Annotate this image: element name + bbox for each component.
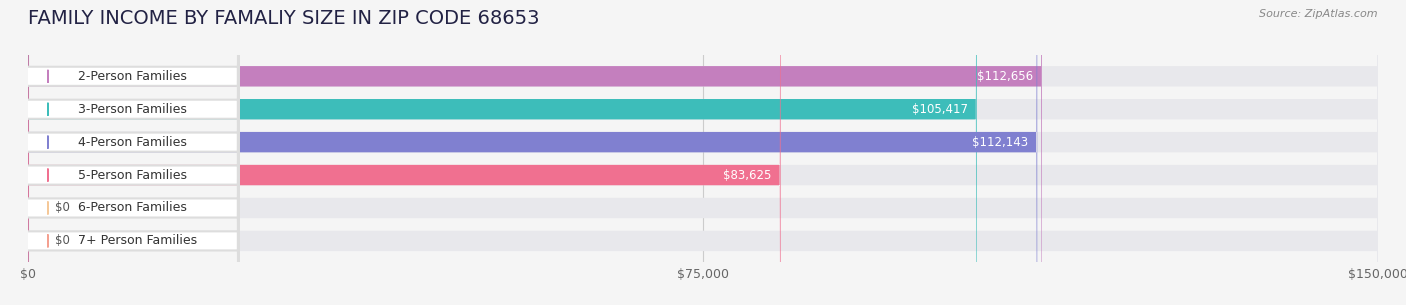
Text: $112,656: $112,656 — [977, 70, 1033, 83]
FancyBboxPatch shape — [24, 0, 239, 305]
Text: $112,143: $112,143 — [972, 136, 1028, 149]
FancyBboxPatch shape — [24, 0, 239, 305]
FancyBboxPatch shape — [24, 0, 239, 305]
Text: 3-Person Families: 3-Person Families — [77, 103, 187, 116]
FancyBboxPatch shape — [28, 0, 1378, 305]
Text: 6-Person Families: 6-Person Families — [77, 202, 187, 214]
Text: $0: $0 — [55, 235, 70, 247]
Text: $105,417: $105,417 — [911, 103, 967, 116]
Text: 2-Person Families: 2-Person Families — [77, 70, 187, 83]
FancyBboxPatch shape — [24, 0, 239, 305]
Text: 7+ Person Families: 7+ Person Families — [77, 235, 197, 247]
Text: 5-Person Families: 5-Person Families — [77, 169, 187, 181]
FancyBboxPatch shape — [28, 0, 977, 305]
Text: Source: ZipAtlas.com: Source: ZipAtlas.com — [1260, 9, 1378, 19]
FancyBboxPatch shape — [28, 0, 1042, 305]
FancyBboxPatch shape — [28, 0, 1378, 305]
FancyBboxPatch shape — [24, 0, 239, 305]
FancyBboxPatch shape — [28, 0, 1378, 305]
Text: $83,625: $83,625 — [723, 169, 772, 181]
FancyBboxPatch shape — [28, 0, 1378, 305]
FancyBboxPatch shape — [28, 0, 780, 305]
Text: 4-Person Families: 4-Person Families — [77, 136, 187, 149]
FancyBboxPatch shape — [28, 0, 1378, 305]
FancyBboxPatch shape — [28, 0, 1038, 305]
Text: FAMILY INCOME BY FAMALIY SIZE IN ZIP CODE 68653: FAMILY INCOME BY FAMALIY SIZE IN ZIP COD… — [28, 9, 540, 28]
FancyBboxPatch shape — [28, 0, 1378, 305]
FancyBboxPatch shape — [24, 0, 239, 305]
Text: $0: $0 — [55, 202, 70, 214]
